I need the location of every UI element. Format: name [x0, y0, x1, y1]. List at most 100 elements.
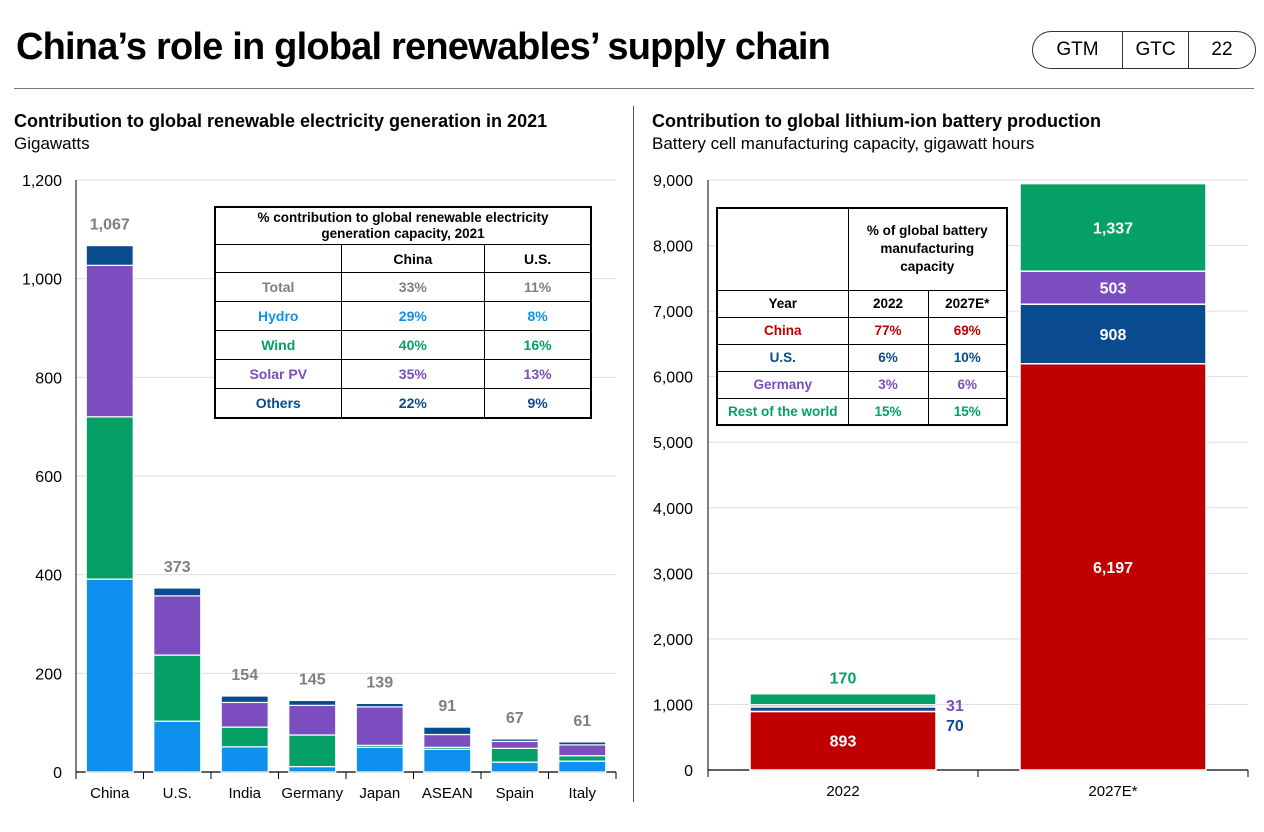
- renewables-share-table: % contribution to global renewable elect…: [214, 206, 592, 419]
- renewables-row-others-china: 22%: [340, 388, 486, 418]
- renewables-row-total-label: Total: [214, 272, 342, 302]
- renewables-row-hydro-label: Hydro: [214, 301, 342, 331]
- bar-u-s-others: [153, 587, 202, 597]
- battery-row-germany-label: Germany: [716, 370, 849, 399]
- total-label-china: 1,067: [90, 217, 130, 234]
- x-tick-label-india: India: [228, 785, 261, 802]
- x-tick-label-2022: 2022: [826, 783, 859, 800]
- x-tick-label-spain: Spain: [496, 785, 534, 802]
- x-tick-label-italy: Italy: [568, 785, 596, 802]
- bar-italy-hydro: [558, 760, 607, 773]
- battery-bar-chart: 0 1,000 2,000 3,000 4,000 5,000 6,000 7,000 8,00…: [653, 173, 1249, 800]
- renewables-row-hydro-china: 29%: [340, 301, 486, 331]
- y-tick-label: 600: [35, 469, 62, 486]
- bar-italy-solar-pv: [558, 744, 607, 757]
- renewables-row-others-label: Others: [214, 388, 342, 418]
- renewables-row-solar-label: Solar PV: [214, 359, 342, 389]
- bar-japan-hydro: [355, 746, 404, 773]
- bar-japan-others: [355, 702, 404, 708]
- bar-2027e-rest-of-the-world: [1019, 182, 1207, 273]
- total-label-india: 154: [231, 667, 258, 684]
- x-tick-label-u-s: U.S.: [163, 785, 192, 802]
- left-chart-title: Contribution to global renewable electri…: [14, 111, 548, 131]
- renewables-table-corner: [214, 244, 342, 273]
- renewables-row-total-us: 11%: [484, 272, 592, 302]
- y-tick-label: 4,000: [653, 501, 693, 518]
- badge-gtm: GTM: [1033, 32, 1123, 68]
- badge-gtc: GTC: [1123, 32, 1189, 68]
- page-title: China’s role in global renewables’ suppl…: [16, 26, 831, 68]
- bar-spain-others: [490, 738, 539, 743]
- battery-table-header-2022: 2022: [847, 289, 929, 318]
- y-tick-label: 9,000: [653, 173, 693, 190]
- battery-row-china-2027: 69%: [927, 316, 1008, 345]
- renewables-row-total-china: 33%: [340, 272, 486, 302]
- renewables-row-solar-us: 13%: [484, 359, 592, 389]
- renewables-row-wind-label: Wind: [214, 330, 342, 360]
- y-tick-label: 400: [35, 568, 62, 585]
- bar-china-wind: [85, 416, 134, 580]
- battery-row-us-2027: 10%: [927, 343, 1008, 372]
- right-chart-subtitle: Battery cell manufacturing capacity, gig…: [652, 134, 1035, 153]
- total-label-asean: 91: [438, 698, 456, 715]
- battery-row-china-label: China: [716, 316, 849, 345]
- bar-india-solar-pv: [220, 701, 269, 728]
- y-tick-label: 5,000: [653, 435, 693, 452]
- bar-2027e-china: [1019, 363, 1207, 771]
- left-chart-subtitle: Gigawatts: [14, 134, 90, 153]
- battery-table-year-label: Year: [716, 289, 849, 318]
- renewables-table-header-china: China: [340, 244, 486, 273]
- battery-row-us-2022: 6%: [847, 343, 929, 372]
- bar-germany-others: [288, 699, 337, 707]
- bar-china-solar-pv: [85, 264, 134, 418]
- bar-asean-solar-pv: [423, 733, 472, 748]
- bar-asean-hydro: [423, 748, 472, 773]
- bar-india-others: [220, 695, 269, 704]
- title-rule: [14, 88, 1254, 89]
- panel-divider: [633, 106, 634, 802]
- renewables-row-hydro-us: 8%: [484, 301, 592, 331]
- bar-china-others: [85, 245, 134, 266]
- data-label-2022-rest-of-the-world: 170: [830, 671, 857, 688]
- bar-italy-others: [558, 741, 607, 746]
- y-tick-label: 8,000: [653, 239, 693, 256]
- renewables-row-others-us: 9%: [484, 388, 592, 418]
- renewables-row-wind-us: 16%: [484, 330, 592, 360]
- y-tick-label: 1,200: [22, 173, 62, 190]
- battery-row-germany-2022: 3%: [847, 370, 929, 399]
- battery-table-corner: [716, 207, 849, 291]
- renewables-table-header-us: U.S.: [484, 244, 592, 273]
- bar-2022-china: [749, 710, 937, 771]
- renewables-bar-chart: 0 200 400 600 800 1,000 1,200 1,067 China 373 U.S.…: [22, 173, 617, 802]
- total-label-japan: 139: [366, 674, 393, 691]
- bar-india-hydro: [220, 746, 269, 773]
- y-tick-label: 1,000: [653, 697, 693, 714]
- bar-spain-hydro: [490, 761, 539, 773]
- bar-2022-rest-of-the-world: [749, 692, 937, 706]
- y-tick-label: 800: [35, 370, 62, 387]
- y-tick-label: 3,000: [653, 566, 693, 583]
- data-label-2027e-germany: 503: [1100, 281, 1127, 298]
- bar-u-s-solar-pv: [153, 595, 202, 656]
- y-tick-label: 2,000: [653, 632, 693, 649]
- renewables-row-solar-china: 35%: [340, 359, 486, 389]
- x-tick-label-japan: Japan: [359, 785, 400, 802]
- battery-row-germany-2027: 6%: [927, 370, 1008, 399]
- battery-row-rest-2022: 15%: [847, 397, 929, 426]
- header-badge: GTM GTC 22: [1032, 31, 1256, 69]
- y-tick-label: 200: [35, 666, 62, 683]
- y-tick-label: 1,000: [22, 272, 62, 289]
- data-label-2022-germany: 31: [946, 698, 964, 715]
- y-tick-label: 0: [684, 763, 693, 780]
- battery-share-table: % of global battery manufacturing capaci…: [716, 207, 1008, 426]
- battery-row-china-2022: 77%: [847, 316, 929, 345]
- x-tick-label-asean: ASEAN: [422, 785, 473, 802]
- bar-u-s-wind: [153, 654, 202, 722]
- x-tick-label-china: China: [90, 785, 130, 802]
- total-label-spain: 67: [506, 710, 524, 727]
- battery-table-caption: % of global battery manufacturing capaci…: [847, 207, 1008, 291]
- renewables-table-caption: % contribution to global renewable elect…: [214, 206, 592, 245]
- battery-row-rest-2027: 15%: [927, 397, 1008, 426]
- data-label-2022-u-s: 70: [946, 718, 964, 735]
- total-label-germany: 145: [299, 671, 326, 688]
